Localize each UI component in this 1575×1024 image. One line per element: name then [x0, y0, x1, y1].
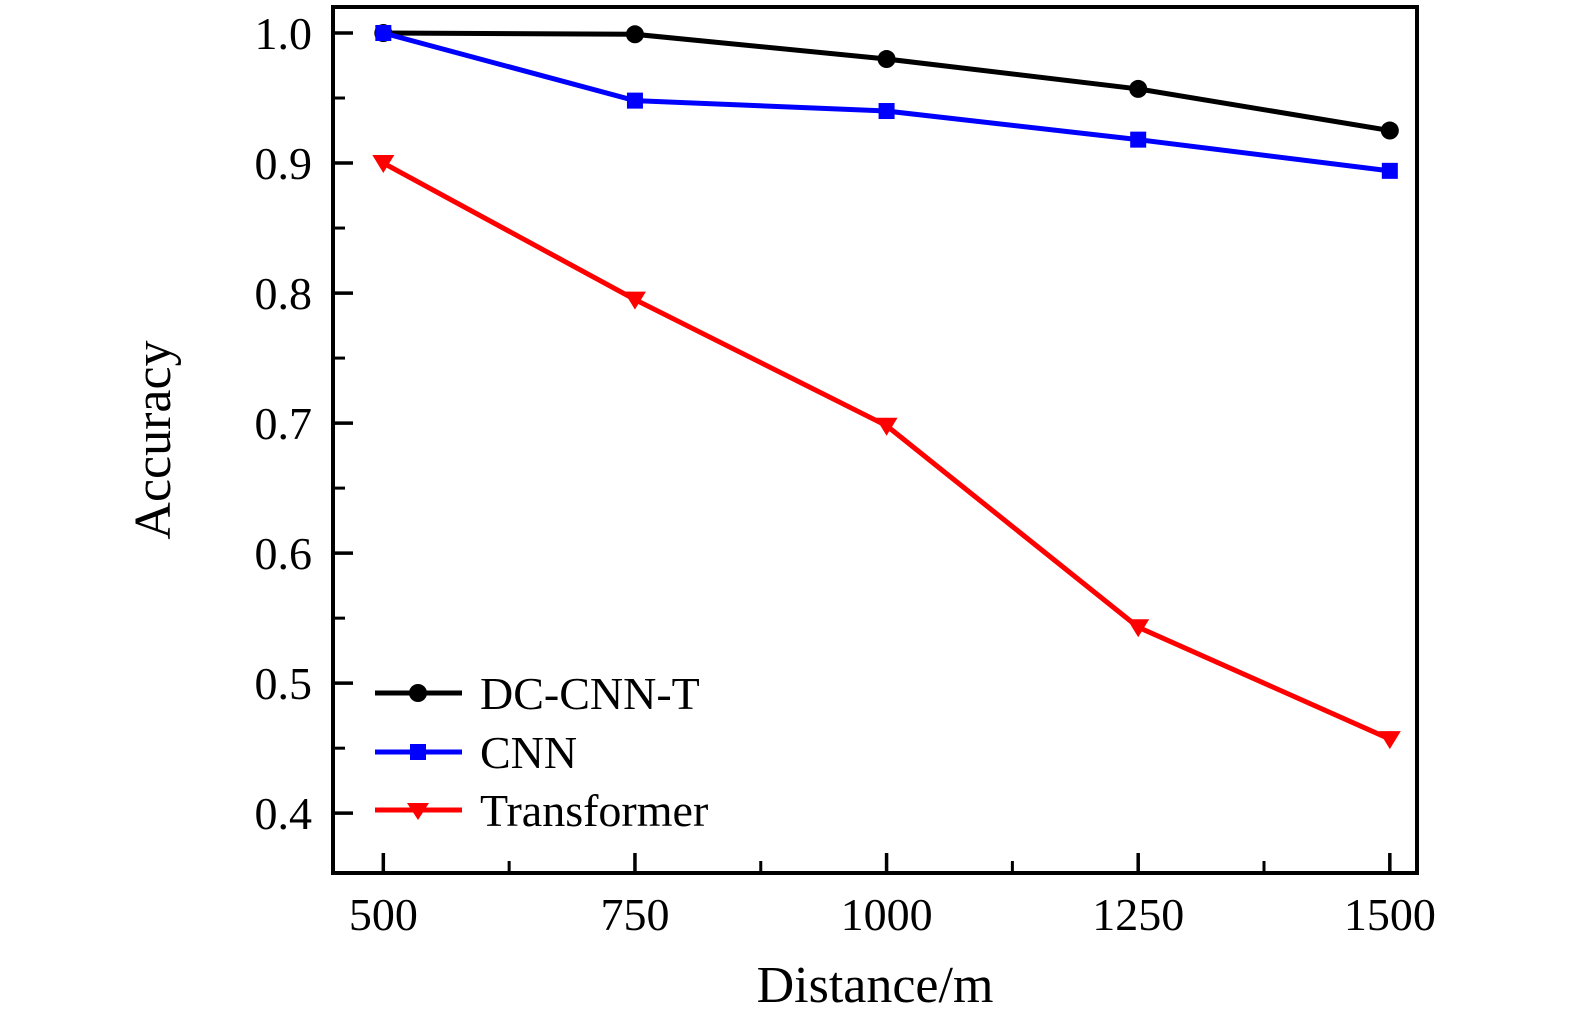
data-point-transformer [372, 155, 395, 174]
data-point-transformer [1127, 619, 1150, 638]
data-point-cnn [1130, 131, 1147, 148]
data-point-dc-cnn-t [625, 25, 644, 44]
plot-frame [331, 5, 1419, 875]
legend-triangle-down-marker-icon [407, 803, 429, 820]
x-tick-label: 750 [600, 889, 669, 940]
y-tick-label: 1.0 [255, 8, 313, 59]
data-point-dc-cnn-t [877, 50, 896, 69]
data-point-cnn [626, 92, 643, 109]
legend-label-dc-cnn-t: DC-CNN-T [480, 668, 700, 719]
data-point-dc-cnn-t [1380, 121, 1399, 140]
data-point-transformer [1378, 731, 1401, 750]
data-point-transformer [623, 291, 646, 310]
data-point-cnn [878, 103, 895, 120]
legend-circle-marker-icon [409, 684, 427, 702]
y-tick-label: 0.6 [255, 528, 313, 579]
series-line-transformer [382, 160, 1391, 742]
legend-item-dc-cnn-t: DC-CNN-T [375, 668, 700, 719]
legend: DC-CNN-T CNN Transformer [375, 668, 708, 836]
data-point-cnn [375, 25, 392, 42]
y-tick-label: 0.5 [255, 658, 313, 709]
plot-layer: 500 750 1000 1250 1500 0.4 0.5 0.6 0.7 0.8 0.9 1.0 [255, 5, 1436, 940]
y-tick-label: 0.4 [255, 788, 313, 839]
x-tick-label: 1000 [841, 889, 933, 940]
data-point-cnn [1381, 162, 1398, 179]
x-axis-label: Distance/m [757, 957, 994, 1014]
y-tick-label: 0.7 [255, 398, 313, 449]
y-axis-label: Accuracy [125, 340, 182, 539]
legend-label-cnn: CNN [480, 727, 577, 778]
legend-item-cnn: CNN [375, 727, 577, 778]
data-point-dc-cnn-t [1129, 79, 1148, 98]
data-point-transformer [875, 417, 898, 436]
legend-item-transformer: Transformer [375, 785, 708, 836]
x-tick-label: 1250 [1092, 889, 1184, 940]
x-tick-label: 500 [349, 889, 418, 940]
y-tick-label: 0.9 [255, 138, 313, 189]
legend-square-marker-icon [410, 744, 426, 760]
legend-label-transformer: Transformer [480, 785, 708, 836]
x-tick-label: 1500 [1344, 889, 1436, 940]
y-tick-label: 0.8 [255, 268, 313, 319]
